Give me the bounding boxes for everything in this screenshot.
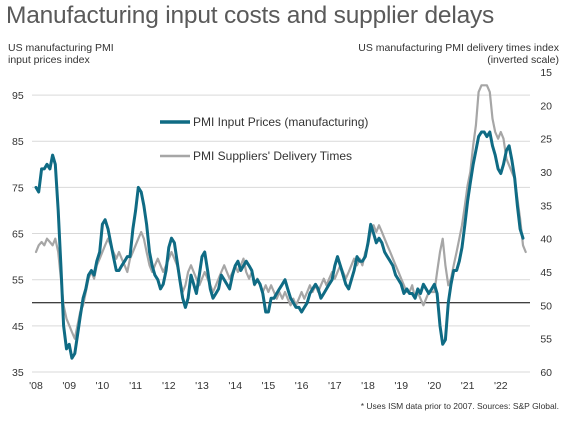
x-tick-label-2008: '08 <box>29 380 43 392</box>
left-tick-label-35: 35 <box>12 367 24 379</box>
x-tick-label-2018: '18 <box>361 380 375 392</box>
legend-label-input-prices: PMI Input Prices (manufacturing) <box>193 115 368 129</box>
left-tick-label-75: 75 <box>12 182 24 194</box>
legend-label-delivery-times: PMI Suppliers' Delivery Times <box>193 149 352 163</box>
right-tick-label-30: 30 <box>540 167 552 179</box>
left-tick-label-65: 65 <box>12 229 24 241</box>
left-axis-label-line-1: US manufacturing PMI <box>8 42 114 54</box>
left-tick-label-95: 95 <box>12 90 24 102</box>
x-tick-label-2021: '21 <box>461 380 475 392</box>
series-line-delivery-times <box>34 84 527 340</box>
x-tick-label-2015: '15 <box>262 380 276 392</box>
legend: PMI Input Prices (manufacturing) PMI Supp… <box>160 115 368 163</box>
right-tick-label-20: 20 <box>540 100 552 112</box>
x-tick-label-2010: '10 <box>96 380 110 392</box>
right-axis-label-line-2: (inverted scale) <box>487 54 559 66</box>
right-axis-label-line-1: US manufacturing PMI delivery times inde… <box>358 42 559 54</box>
left-axis-label: US manufacturing PMI input prices index <box>8 42 208 66</box>
x-tick-label-2011: '11 <box>129 380 142 392</box>
x-tick-label-2016: '16 <box>295 380 309 392</box>
left-tick-label-45: 45 <box>12 321 24 333</box>
series-line-input-prices <box>34 130 525 360</box>
x-tick-label-2012: '12 <box>162 380 176 392</box>
x-tick-label-2022: '22 <box>494 380 508 392</box>
x-tick-label-2013: '13 <box>195 380 209 392</box>
right-tick-label-35: 35 <box>540 200 552 212</box>
left-tick-label-55: 55 <box>12 275 24 287</box>
series-layer <box>34 84 527 360</box>
left-tick-label-85: 85 <box>12 136 24 148</box>
left-axis-label-line-2: input prices index <box>8 54 90 66</box>
right-tick-label-60: 60 <box>540 367 552 379</box>
right-tick-label-15: 15 <box>540 67 552 79</box>
footnote: * Uses ISM data prior to 2007. Sources: … <box>360 401 559 411</box>
right-axis-label: US manufacturing PMI delivery times inde… <box>239 42 559 66</box>
x-tick-label-2014: '14 <box>228 380 242 392</box>
x-tick-label-2020: '20 <box>428 380 442 392</box>
right-tick-label-55: 55 <box>540 334 552 346</box>
grid-layer <box>32 94 530 373</box>
x-tick-label-2009: '09 <box>62 380 76 392</box>
x-tick-label-2017: '17 <box>328 380 342 392</box>
axis-layer: 35 45 55 65 75 85 95 15 20 25 30 35 40 45 50 55 60 '08 '09… <box>12 67 552 392</box>
right-tick-label-45: 45 <box>540 267 552 279</box>
right-tick-label-40: 40 <box>540 234 552 246</box>
right-tick-label-50: 50 <box>540 300 552 312</box>
right-tick-label-25: 25 <box>540 134 552 146</box>
chart-title: Manufacturing input costs and supplier d… <box>6 2 495 29</box>
x-tick-label-2019: '19 <box>394 380 408 392</box>
